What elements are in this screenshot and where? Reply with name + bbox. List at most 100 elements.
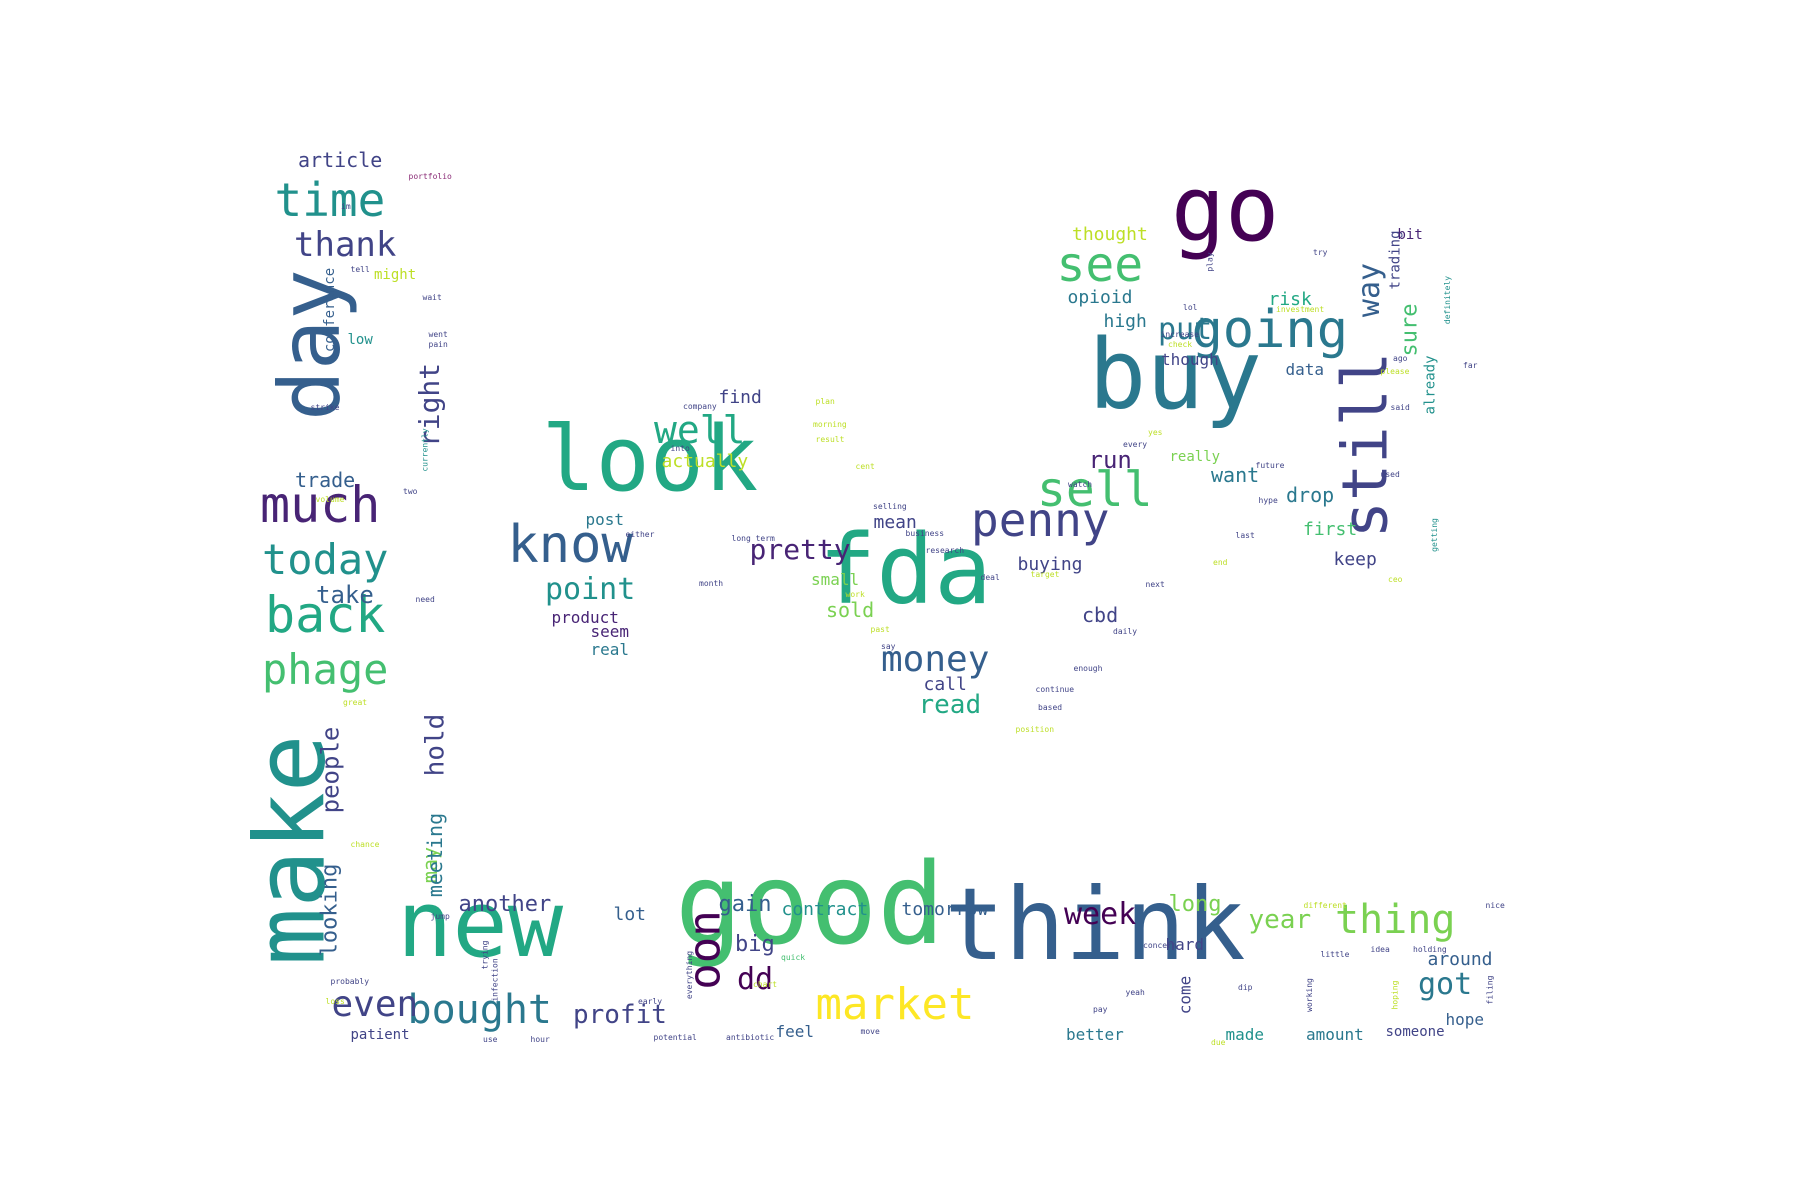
word-hype: hype — [1258, 496, 1278, 505]
word-dip: dip — [1238, 983, 1253, 992]
word-well: well — [654, 408, 746, 452]
word-good: good — [675, 840, 945, 970]
word-different: different — [1303, 901, 1347, 910]
word-call: call — [923, 674, 967, 695]
word-please: please — [1380, 367, 1410, 376]
word-first: first — [1303, 519, 1358, 540]
word-future: future — [1255, 461, 1285, 470]
word-thing: thing — [1335, 897, 1456, 943]
word-jump: jump — [430, 912, 450, 921]
word-meeting: meeting — [423, 812, 448, 898]
word-try: try — [1313, 248, 1328, 257]
word-keep: keep — [1333, 549, 1377, 570]
word-drop: drop — [1286, 483, 1335, 507]
word-early: early — [638, 997, 663, 1006]
word-conference: conference — [322, 267, 339, 353]
word-phage: phage — [262, 645, 389, 694]
word-seem: seem — [590, 622, 630, 641]
word-chance: chance — [350, 840, 380, 849]
word-pain: pain — [428, 340, 448, 349]
word-pay: pay — [1093, 1005, 1108, 1014]
word-yes: yes — [1148, 428, 1163, 437]
word-better: better — [1066, 1025, 1124, 1044]
word-little: little — [1320, 950, 1350, 959]
word-gain: gain — [718, 892, 772, 917]
word-far: far — [1463, 361, 1478, 370]
word-read: read — [918, 690, 982, 720]
word-concern: concern — [1143, 941, 1177, 950]
word-high: high — [1103, 311, 1147, 332]
word-loss: loss — [325, 997, 345, 1006]
word-probably: probably — [330, 977, 370, 986]
word-hour: hour — [530, 1035, 550, 1044]
word-small: small — [811, 570, 860, 589]
word-due: due — [1211, 1038, 1226, 1047]
word-thank: thank — [294, 225, 397, 265]
word-sold: sold — [826, 598, 875, 622]
word-penny: penny — [971, 493, 1110, 547]
word-see: see — [1056, 237, 1144, 293]
word-wait: wait — [422, 293, 442, 302]
word-great: great — [343, 698, 368, 707]
word-company: company — [683, 402, 717, 411]
word-go: go — [1171, 157, 1280, 262]
word-enough: enough — [1073, 664, 1103, 673]
word-need: need — [415, 595, 435, 604]
word-infection: infection — [490, 958, 500, 1002]
word-im: im — [341, 202, 351, 211]
word-hard: hard — [1165, 935, 1205, 954]
word-thought: thought — [1072, 224, 1148, 245]
word-time: time — [274, 173, 386, 227]
word-another: another — [458, 892, 552, 917]
word-trying: trying — [479, 940, 489, 970]
word-investment: investment — [1276, 305, 1325, 314]
word-tell: tell — [350, 265, 370, 274]
word-product: product — [551, 608, 619, 627]
word-long-term: long term — [731, 534, 775, 543]
word-quick: quick — [781, 953, 806, 962]
word-sell: sell — [1037, 462, 1153, 518]
word-cbd: cbd — [1082, 603, 1119, 627]
word-still: still — [1327, 351, 1401, 539]
word-mean: mean — [873, 512, 917, 533]
word-someone: someone — [1385, 1024, 1445, 1040]
word-said: said — [1390, 403, 1410, 412]
word-pretty: pretty — [749, 533, 851, 566]
word-risk: risk — [1268, 289, 1312, 310]
word-people: people — [315, 726, 344, 814]
word-tomorrow: tomorrow — [901, 899, 989, 920]
word-take: take — [316, 581, 374, 609]
word-research: research — [925, 546, 965, 555]
word-contract: contract — [781, 899, 869, 920]
word-hold: hold — [419, 713, 450, 777]
word-even: even — [331, 984, 419, 1025]
word-dd: dd — [737, 962, 774, 997]
word-next: next — [1145, 580, 1165, 589]
word-going: going — [1191, 300, 1349, 360]
word-year: year — [1248, 905, 1312, 935]
word-filing: filing — [1484, 975, 1494, 1005]
word-past: past — [870, 625, 890, 634]
word-know: know — [507, 515, 633, 575]
word-post: post — [585, 510, 625, 529]
word-profit: profit — [573, 1000, 667, 1030]
word-use: use — [483, 1035, 498, 1044]
word-currently: currently — [420, 428, 430, 472]
word-fda: fda — [818, 514, 992, 626]
word-month: month — [699, 579, 724, 588]
word-money: money — [881, 639, 990, 680]
word-position: position — [1015, 725, 1055, 734]
word-market: market — [815, 979, 975, 1030]
word-definitely: definitely — [1443, 275, 1453, 325]
word-think: think — [944, 866, 1246, 983]
word-got: got — [1418, 967, 1473, 1002]
word-result: result — [815, 435, 845, 444]
word-hope: hope — [1445, 1010, 1485, 1029]
word-low: low — [347, 332, 373, 348]
word-end: end — [1213, 558, 1228, 567]
word-actually: actually — [661, 451, 749, 472]
word-way: way — [1352, 262, 1388, 318]
word-run: run — [1088, 446, 1132, 474]
word-point: point — [545, 572, 636, 607]
